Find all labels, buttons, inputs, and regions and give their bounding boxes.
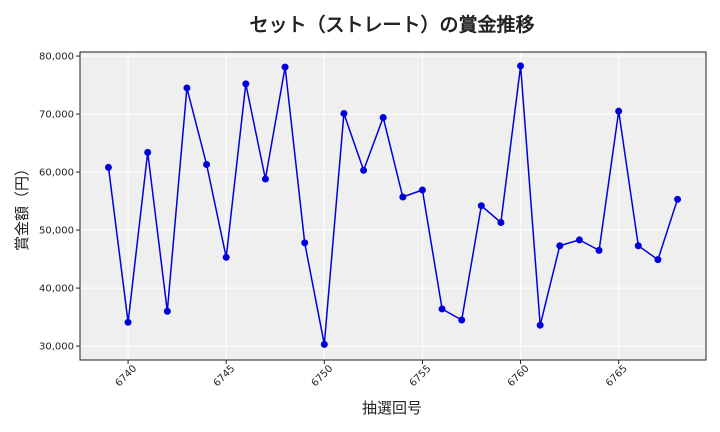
data-point — [438, 305, 446, 313]
data-point — [575, 236, 583, 244]
x-tick-label: 6765 — [604, 363, 630, 389]
y-tick-label: 30,000 — [39, 342, 74, 353]
data-point — [497, 219, 505, 227]
data-point — [634, 242, 642, 250]
data-point — [242, 80, 250, 88]
series-line — [107, 65, 679, 346]
y-tick-label: 50,000 — [39, 226, 74, 237]
data-point — [615, 107, 623, 115]
data-point — [418, 186, 426, 194]
x-tick-label: 6745 — [212, 363, 238, 389]
plot-border — [79, 51, 707, 361]
x-tick-label: 6760 — [506, 363, 532, 389]
data-point — [163, 307, 171, 315]
y-axis-label: 賞金額（円） — [13, 161, 31, 251]
series — [104, 62, 682, 348]
data-point — [261, 175, 269, 183]
y-tick-label: 40,000 — [39, 284, 74, 295]
data-point — [399, 193, 407, 201]
x-tick-label: 6740 — [113, 363, 139, 389]
x-tick-label: 6750 — [310, 363, 336, 389]
y-tick-label: 80,000 — [39, 52, 74, 63]
data-point — [536, 321, 544, 329]
data-point — [222, 253, 230, 261]
y-tick-label: 70,000 — [39, 110, 74, 121]
chart-title: セット（ストレート）の賞金推移 — [249, 13, 534, 36]
data-point — [183, 84, 191, 92]
data-point — [124, 318, 132, 326]
data-point — [360, 166, 368, 174]
data-point — [301, 239, 309, 247]
data-point — [281, 63, 289, 71]
plot-area — [80, 52, 706, 360]
data-point — [104, 163, 112, 171]
data-point — [595, 246, 603, 254]
y-tick-label: 60,000 — [39, 168, 74, 179]
axes — [76, 51, 707, 364]
data-point — [379, 114, 387, 122]
x-tick-label: 6755 — [408, 363, 434, 389]
data-point — [340, 109, 348, 117]
data-point — [517, 62, 525, 70]
data-point — [203, 161, 211, 169]
data-point — [320, 340, 328, 348]
data-point — [654, 256, 662, 264]
x-axis-label: 抽選回号 — [362, 399, 422, 417]
data-point — [477, 202, 485, 210]
data-point — [144, 148, 152, 156]
data-point — [458, 316, 466, 324]
data-point — [556, 242, 564, 250]
data-point — [674, 195, 682, 203]
